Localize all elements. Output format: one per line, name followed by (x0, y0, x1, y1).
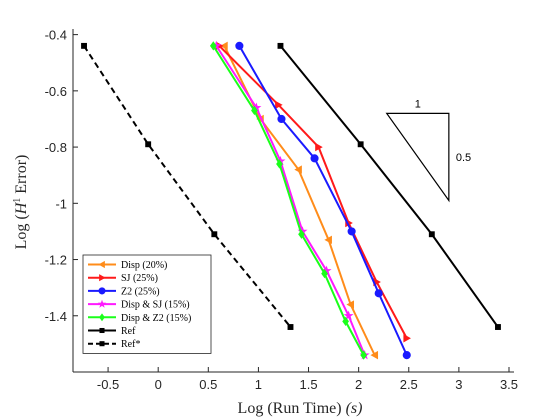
legend-label: Z2 (25%) (121, 286, 160, 297)
data-point (347, 227, 356, 236)
series-line (83, 45, 292, 328)
data-point (251, 105, 258, 116)
data-point (402, 351, 411, 360)
slope-rise-label: 0.5 (456, 152, 471, 164)
y-tick-label: -0.6 (45, 84, 67, 99)
data-point (209, 41, 217, 51)
data-point (276, 159, 283, 169)
legend-marker (98, 287, 106, 295)
data-point (287, 324, 294, 330)
data-point (145, 141, 152, 148)
data-point (321, 268, 328, 279)
x-tick-label: 2.5 (400, 377, 418, 392)
legend-label: Disp & Z2 (15%) (121, 313, 191, 324)
data-point (275, 100, 283, 110)
data-point (298, 229, 305, 239)
data-point (220, 41, 228, 51)
legend-label: Ref (121, 326, 136, 337)
slope-triangle-shape (385, 112, 450, 203)
data-point (343, 310, 354, 321)
data-point (360, 350, 368, 360)
y-tick-label: -0.4 (45, 28, 67, 43)
data-point (324, 235, 332, 245)
series-z2-25 (235, 41, 411, 360)
data-point (315, 142, 323, 152)
legend-entry: SJ (25%) (88, 273, 158, 284)
legend-entry: Ref* (88, 339, 140, 350)
legend: Disp (20%) SJ (25%) Z2 (25%) Disp & SJ (15%… (82, 254, 212, 354)
series-ref (277, 42, 501, 330)
legend-entry: Disp & Z2 (15%) (88, 313, 191, 324)
data-point (235, 41, 244, 50)
legend-label: Disp (20%) (121, 260, 167, 271)
series-line (238, 45, 408, 356)
series-ref (81, 42, 294, 330)
legend-label: Ref* (121, 339, 140, 350)
data-point (342, 316, 349, 327)
legend-marker (99, 341, 105, 347)
x-tick-label: -0.5 (97, 377, 119, 392)
data-point (346, 300, 354, 309)
legend-entry: Disp & SJ (15%) (88, 299, 190, 311)
legend-marker (99, 327, 105, 334)
y-tick-label: -1 (55, 196, 67, 211)
x-tick-label: 0.5 (199, 377, 217, 392)
x-tick-label: 3.5 (500, 377, 518, 392)
series-line (212, 45, 365, 356)
y-tick-label: -0.8 (45, 140, 67, 155)
legend-label: Disp & SJ (15%) (121, 300, 190, 311)
data-point (294, 165, 302, 174)
data-point (321, 265, 332, 276)
slope-run-label: 1 (415, 98, 421, 110)
data-point (374, 289, 383, 298)
data-point (277, 42, 284, 49)
series-disp-z2-15 (209, 41, 368, 360)
x-tick-label: 0 (155, 377, 162, 392)
data-point (275, 155, 286, 166)
y-tick-label: -1.4 (45, 309, 67, 324)
data-point (357, 141, 364, 148)
legend-marker (97, 299, 107, 308)
x-tick-label: 2 (355, 377, 362, 392)
legend-label: SJ (25%) (121, 273, 158, 284)
data-point (211, 40, 222, 51)
data-point (81, 42, 87, 49)
y-tick-label: -1.2 (45, 253, 67, 268)
x-tick-label: 1 (255, 377, 262, 392)
slope-triangle: 10.5 (385, 98, 471, 203)
data-point (277, 114, 286, 124)
data-point (495, 324, 501, 330)
y-axis-label: Log (H1 Error) (12, 155, 30, 250)
legend-marker (98, 260, 105, 269)
legend-entry: Ref (88, 326, 136, 337)
x-tick-label: 3 (455, 377, 462, 392)
series-layer (81, 40, 501, 360)
legend-marker (99, 274, 106, 282)
data-point (297, 226, 308, 236)
legend-entry: Disp (20%) (88, 260, 167, 271)
data-point (403, 334, 411, 343)
data-point (211, 231, 218, 238)
data-point (370, 350, 379, 360)
series-line (279, 45, 499, 328)
data-point (251, 102, 262, 112)
data-point (310, 154, 319, 163)
axes: -0.5 0 0.5 1 1.5 2 2.5 3 3.5 -1.4 -1.2 -1 -0.8 -0.6 -0… (45, 28, 518, 392)
legend-entry: Z2 (25%) (88, 286, 160, 297)
data-point (428, 231, 435, 238)
legend-marker (99, 313, 105, 322)
x-axis-label: Log (Run Time) (s) (238, 400, 363, 417)
x-tick-label: 1.5 (299, 377, 317, 392)
